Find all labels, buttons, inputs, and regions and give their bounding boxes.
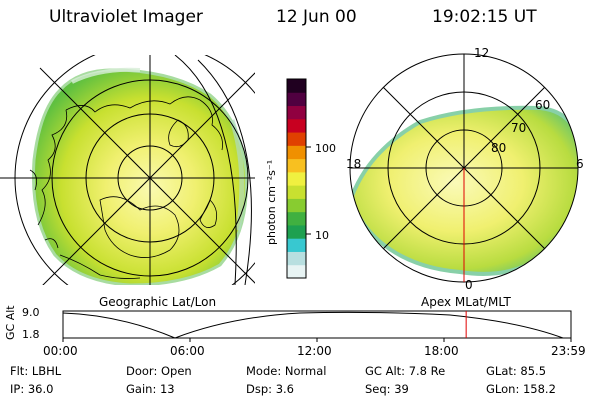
footer-glon-key: GLon: xyxy=(486,382,520,396)
geographic-grid xyxy=(0,55,255,285)
footer-mode: Mode: Normal xyxy=(246,364,326,378)
colorbar-segment xyxy=(287,158,306,173)
footer-glat-key: GLat: xyxy=(486,364,517,378)
mlt-label-12: 12 xyxy=(474,46,490,60)
mlt-label-18: 18 xyxy=(346,157,362,171)
footer-dsp: Dsp: 3.6 xyxy=(246,382,294,396)
colorbar-segment xyxy=(287,132,306,146)
timeline-xtick-3: 18:00 xyxy=(424,344,459,358)
footer-gain: Gain: 13 xyxy=(126,382,175,396)
timeline-ytick-top: 9.0 xyxy=(22,306,40,319)
footer-ip-value: 36.0 xyxy=(27,382,54,396)
colorbar-segment xyxy=(287,211,306,226)
colorbar-segment xyxy=(287,105,306,120)
colorbar-segment xyxy=(287,145,306,160)
footer-gc-alt: GC Alt: 7.8 Re xyxy=(365,364,445,378)
colorbar-tick-100: 100 xyxy=(315,142,336,155)
footer-glat: GLat: 85.5 xyxy=(486,364,546,378)
footer-seq-value: 39 xyxy=(394,382,409,396)
footer-glat-value: 85.5 xyxy=(520,364,547,378)
footer-gc-alt-key: GC Alt: xyxy=(365,364,406,378)
footer-gain-key: Gain: xyxy=(126,382,157,396)
colorbar-segment xyxy=(287,185,306,199)
timeline-xtick-2: 12:00 xyxy=(297,344,332,358)
colorbar-segment xyxy=(287,238,306,252)
footer-door-key: Door: xyxy=(126,364,158,378)
mlt-label-0: 0 xyxy=(465,278,473,292)
footer-flt-key: Flt: xyxy=(10,364,29,378)
colorbar-tick-10: 10 xyxy=(315,229,329,242)
footer-glon: GLon: 158.2 xyxy=(486,382,556,396)
colorbar-segment xyxy=(287,171,306,186)
altitude-curve xyxy=(62,311,564,339)
colorbar-frame xyxy=(286,78,307,279)
colorbar-segment xyxy=(287,264,306,279)
footer-dsp-value: 3.6 xyxy=(275,382,294,396)
footer-flt: Flt: LBHL xyxy=(10,364,61,378)
altitude-timeline xyxy=(62,310,572,342)
footer-ip: IP: 36.0 xyxy=(10,382,53,396)
footer-door-value: Open xyxy=(160,364,192,378)
right-emission-region xyxy=(350,105,578,276)
colorbar-segment xyxy=(287,79,306,93)
footer-gc-alt-value: 7.8 Re xyxy=(408,364,446,378)
mlat-label-80: 80 xyxy=(491,141,507,155)
footer-gain-value: 13 xyxy=(159,382,175,396)
footer-mode-value: Normal xyxy=(284,364,327,378)
footer-flt-value: LBHL xyxy=(31,364,62,378)
colorbar-segment xyxy=(287,92,306,107)
footer-seq: Seq: 39 xyxy=(365,382,409,396)
footer-seq-key: Seq: xyxy=(365,382,391,396)
colorbar-segment xyxy=(287,224,306,239)
footer-glon-value: 158.2 xyxy=(522,382,556,396)
mlat-label-60: 60 xyxy=(535,98,551,112)
footer-door: Door: Open xyxy=(126,364,192,378)
mlt-label-6: 6 xyxy=(576,157,584,171)
timeline-ylabel: GC Alt xyxy=(4,305,17,340)
colorbar-segment xyxy=(287,251,306,266)
timeline-xtick-1: 06:00 xyxy=(170,344,205,358)
mlt-image-panel xyxy=(349,53,579,283)
footer-ip-key: IP: xyxy=(10,382,25,396)
image-date: 12 Jun 00 xyxy=(276,7,357,27)
timeline-xtick-4: 23:59 xyxy=(551,344,586,358)
timeline-xtick-0: 00:00 xyxy=(43,344,78,358)
geographic-image-panel xyxy=(0,55,255,285)
footer-mode-key: Mode: xyxy=(246,364,282,378)
colorbar-unit-label: photon cm⁻²s⁻¹ xyxy=(265,159,278,245)
colorbar-segment xyxy=(287,198,306,213)
image-time: 19:02:15 UT xyxy=(432,7,537,27)
left-panel-label: Geographic Lat/Lon xyxy=(99,295,217,309)
mlat-label-70: 70 xyxy=(511,121,527,135)
instrument-title: Ultraviolet Imager xyxy=(49,7,203,27)
colorbar xyxy=(286,78,311,279)
left-emission-region xyxy=(32,68,248,285)
timeline-ytick-bottom: 1.8 xyxy=(22,328,40,341)
colorbar-segment xyxy=(287,118,306,133)
footer-dsp-key: Dsp: xyxy=(246,382,273,396)
right-panel-label: Apex MLat/MLT xyxy=(421,295,511,309)
